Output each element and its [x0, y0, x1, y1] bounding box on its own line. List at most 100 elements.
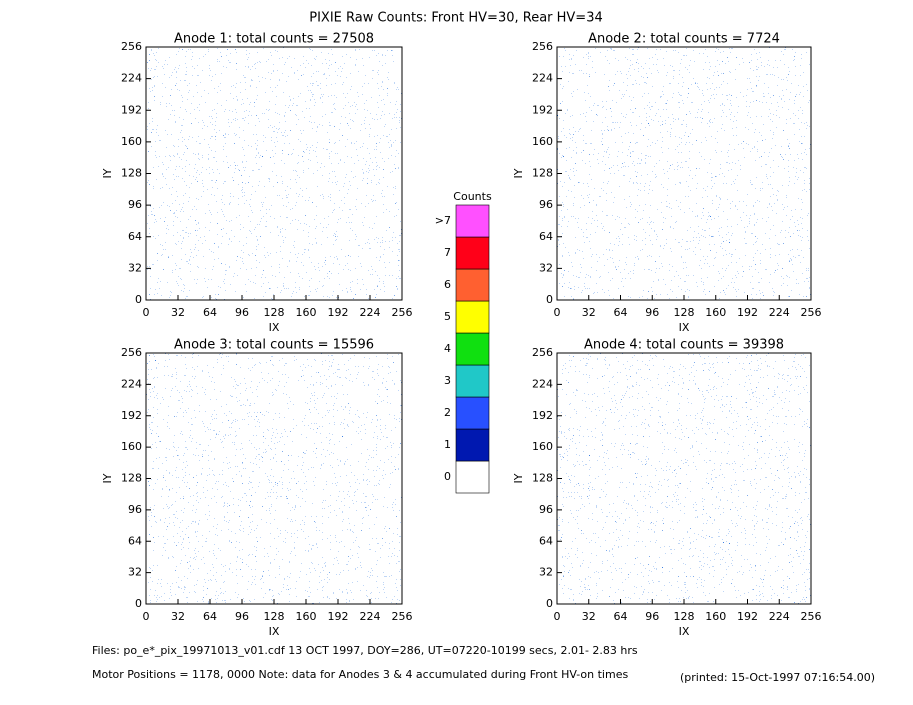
y-tick-label: 192: [532, 409, 553, 422]
x-tick-label: 192: [737, 610, 758, 623]
y-tick-label: 96: [128, 503, 142, 516]
x-tick-label: 96: [645, 610, 659, 623]
x-tick-label: 160: [705, 306, 726, 319]
y-tick-label: 192: [532, 103, 553, 116]
x-tick-label: 224: [360, 306, 381, 319]
x-axis-label: IX: [269, 321, 280, 334]
x-tick-label: 64: [203, 306, 217, 319]
y-tick-label: 64: [128, 230, 142, 243]
x-tick-label: 224: [769, 306, 790, 319]
y-tick-label: 0: [546, 597, 553, 610]
colorbar-title: Counts: [453, 190, 492, 203]
colorbar-swatch: [455, 236, 490, 270]
x-tick-label: 0: [143, 306, 150, 319]
colorbar-label: >7: [435, 214, 451, 227]
y-tick-label: 128: [121, 472, 142, 485]
panel-title: Anode 2: total counts = 7724: [588, 32, 780, 47]
x-tick-label: 128: [264, 610, 285, 623]
y-axis-label: IY: [101, 168, 114, 178]
x-tick-label: 160: [296, 306, 317, 319]
x-tick-label: 224: [360, 610, 381, 623]
y-tick-label: 224: [121, 377, 142, 390]
colorbar-swatch: [455, 460, 490, 494]
x-tick-label: 64: [614, 610, 628, 623]
colorbar-swatch: [455, 428, 490, 462]
y-tick-label: 192: [121, 103, 142, 116]
panel-title: Anode 4: total counts = 39398: [584, 338, 784, 353]
y-tick-label: 64: [128, 534, 142, 547]
x-tick-label: 160: [296, 610, 317, 623]
colorbar-label: 7: [444, 246, 451, 259]
y-tick-label: 96: [128, 198, 142, 211]
x-tick-label: 128: [264, 306, 285, 319]
y-tick-label: 224: [532, 72, 553, 85]
x-tick-label: 32: [171, 610, 185, 623]
page-title: PIXIE Raw Counts: Front HV=30, Rear HV=3…: [309, 11, 603, 26]
y-tick-label: 256: [532, 346, 553, 359]
y-tick-label: 256: [121, 346, 142, 359]
y-tick-label: 256: [121, 40, 142, 53]
speckle-texture: [557, 47, 811, 300]
x-tick-label: 64: [614, 306, 628, 319]
x-tick-label: 128: [674, 306, 695, 319]
colorbar-swatch: [455, 204, 490, 238]
x-tick-label: 0: [554, 306, 561, 319]
y-tick-label: 160: [121, 440, 142, 453]
x-axis-label: IX: [679, 625, 690, 638]
panel-title: Anode 3: total counts = 15596: [174, 338, 374, 353]
x-tick-label: 256: [801, 610, 822, 623]
x-tick-label: 0: [554, 610, 561, 623]
speckle-texture: [146, 47, 402, 300]
colorbar-label: 2: [444, 406, 451, 419]
colorbar-label: 5: [444, 310, 451, 323]
y-tick-label: 160: [532, 135, 553, 148]
x-tick-label: 32: [171, 306, 185, 319]
colorbar-label: 6: [444, 278, 451, 291]
colorbar-swatch: [455, 396, 490, 430]
colorbar-label: 1: [444, 438, 451, 451]
y-tick-label: 128: [121, 167, 142, 180]
colorbar-swatch: [455, 364, 490, 398]
y-tick-label: 0: [135, 597, 142, 610]
y-tick-label: 32: [539, 261, 553, 274]
y-tick-label: 96: [539, 503, 553, 516]
colorbar-swatch: [455, 332, 490, 366]
y-tick-label: 64: [539, 534, 553, 547]
x-tick-label: 64: [203, 610, 217, 623]
y-axis-label: IY: [101, 473, 114, 483]
x-axis-label: IX: [269, 625, 280, 638]
colorbar-label: 0: [444, 470, 451, 483]
x-tick-label: 192: [328, 610, 349, 623]
speckle-texture: [146, 353, 402, 604]
colorbar-label: 4: [444, 342, 451, 355]
panel-title: Anode 1: total counts = 27508: [174, 32, 374, 47]
x-tick-label: 32: [582, 610, 596, 623]
speckle-texture: [557, 353, 811, 604]
x-tick-label: 32: [582, 306, 596, 319]
y-tick-label: 32: [539, 566, 553, 579]
colorbar-swatch: [455, 268, 490, 302]
x-tick-label: 256: [392, 306, 413, 319]
y-tick-label: 160: [121, 135, 142, 148]
y-tick-label: 224: [532, 377, 553, 390]
y-tick-label: 32: [128, 261, 142, 274]
colorbar-label: 3: [444, 374, 451, 387]
y-tick-label: 0: [135, 293, 142, 306]
y-tick-label: 192: [121, 409, 142, 422]
x-tick-label: 192: [737, 306, 758, 319]
colorbar-swatch: [455, 300, 490, 334]
x-tick-label: 96: [645, 306, 659, 319]
y-tick-label: 64: [539, 230, 553, 243]
x-tick-label: 192: [328, 306, 349, 319]
y-tick-label: 224: [121, 72, 142, 85]
footer-motor: Motor Positions = 1178, 0000 Note: data …: [92, 668, 628, 681]
x-axis-label: IX: [679, 321, 690, 334]
x-tick-label: 96: [235, 610, 249, 623]
y-tick-label: 160: [532, 440, 553, 453]
y-tick-label: 0: [546, 293, 553, 306]
y-axis-label: IY: [512, 168, 525, 178]
y-tick-label: 128: [532, 167, 553, 180]
x-tick-label: 160: [705, 610, 726, 623]
x-tick-label: 128: [674, 610, 695, 623]
